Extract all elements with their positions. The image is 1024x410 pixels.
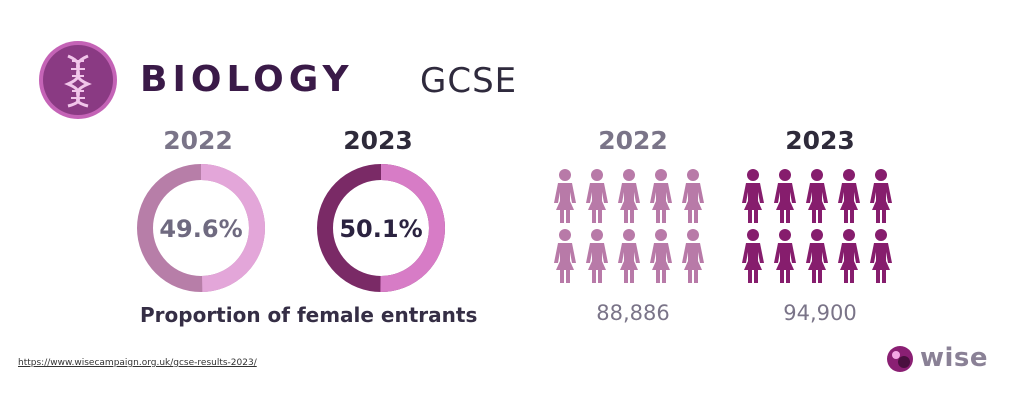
source-link[interactable]: https://www.wisecampaign.org.uk/gcse-res…: [18, 358, 257, 368]
subject-title: BIOLOGY: [140, 59, 354, 100]
pictogram-year-2022: 2022: [598, 126, 668, 155]
pictogram-2023-person-icon: [801, 168, 833, 226]
qualification-level: GCSE: [420, 61, 518, 101]
wise-brand: wise: [886, 342, 989, 376]
donut-2023-value-arc: [317, 164, 445, 292]
pictogram-2022-person-icon: [677, 168, 709, 226]
pictogram-2022: [549, 168, 709, 288]
donut-year-2022: 2022: [163, 126, 233, 155]
pictogram-2022-person-icon: [613, 168, 645, 226]
donut-chart-2022: 49.6%: [137, 164, 265, 292]
pictogram-2023-person-icon: [833, 168, 865, 226]
donut-2022-value-arc: [137, 164, 265, 292]
pictogram-2022-person-icon: [645, 168, 677, 226]
pictogram-2022-person-icon: [613, 228, 645, 286]
pictogram-2023: [737, 168, 897, 288]
pictogram-2022-person-icon: [549, 168, 581, 226]
dna-icon: [39, 41, 117, 119]
donut-caption: Proportion of female entrants: [140, 303, 478, 327]
pictogram-2022-person-icon: [549, 228, 581, 286]
pictogram-2023-person-icon: [737, 228, 769, 286]
wise-logo-icon: [887, 346, 913, 372]
brand-name: wise: [920, 343, 989, 373]
pictogram-2023-person-icon: [865, 168, 897, 226]
pictogram-2022-person-icon: [581, 228, 613, 286]
pictogram-2022-person-icon: [581, 168, 613, 226]
pictogram-2022-person-icon: [645, 228, 677, 286]
donut-2023-label: 50.1%: [339, 215, 422, 243]
pictogram-2023-person-icon: [737, 168, 769, 226]
biology-logo: [38, 40, 118, 120]
donut-chart-2023: 50.1%: [317, 164, 445, 292]
pictogram-2023-person-icon: [769, 168, 801, 226]
pictogram-2022-person-icon: [677, 228, 709, 286]
donut-year-2023: 2023: [343, 126, 413, 155]
pictogram-2023-person-icon: [801, 228, 833, 286]
entrants-count-2023: 94,900: [783, 301, 857, 325]
pictogram-2023-person-icon: [865, 228, 897, 286]
pictogram-year-2023: 2023: [785, 126, 855, 155]
donut-2022-label: 49.6%: [159, 215, 242, 243]
entrants-count-2022: 88,886: [596, 301, 670, 325]
pictogram-2023-person-icon: [769, 228, 801, 286]
pictogram-2023-person-icon: [833, 228, 865, 286]
